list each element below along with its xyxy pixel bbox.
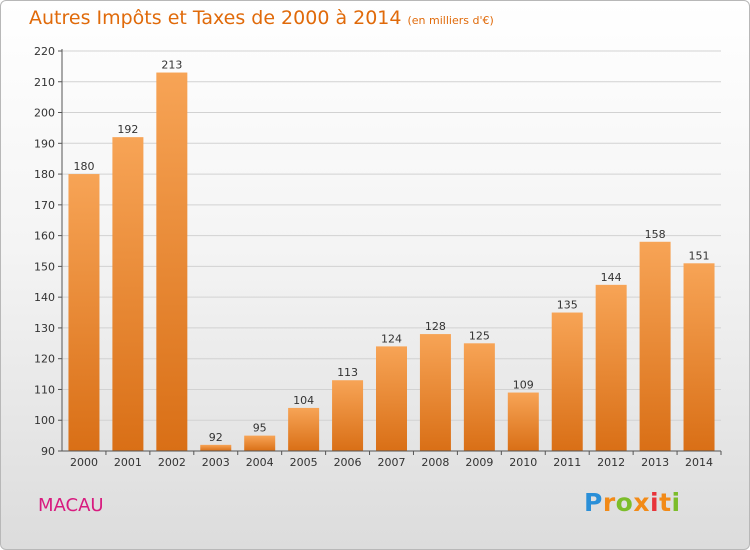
data-label: 180 <box>73 160 94 173</box>
region-name: MACAU <box>38 495 104 516</box>
y-tick-label: 180 <box>34 168 55 181</box>
bar-2009 <box>463 343 495 451</box>
x-axis: 2000 2001 2002 2003 2004 2005 2006 2007 2008 2009… <box>62 450 722 469</box>
chart-title: Autres Impôts et Taxes de 2000 à 2014 <box>29 7 402 29</box>
bar-2006 <box>332 380 364 451</box>
logo-letter: o <box>615 488 634 517</box>
bar-2014 <box>683 263 715 451</box>
data-label: 95 <box>253 422 267 435</box>
x-tick-label: 2010 <box>509 456 537 469</box>
bar-2010 <box>507 392 539 451</box>
x-tick-label: 2006 <box>334 456 362 469</box>
y-tick-label: 100 <box>34 414 55 427</box>
x-tick-label: 2003 <box>202 456 230 469</box>
x-tick-label: 2007 <box>378 456 406 469</box>
y-tick-label: 120 <box>34 353 55 366</box>
logo-letter: r <box>602 488 616 517</box>
data-label: 128 <box>425 320 446 333</box>
logo-letter: t <box>659 488 672 517</box>
bar-2000 <box>68 174 100 452</box>
x-tick-label: 2014 <box>685 456 713 469</box>
x-tick-label: 2000 <box>70 456 98 469</box>
bar-2005 <box>288 407 320 451</box>
data-label: 158 <box>645 228 666 241</box>
bar-2011 <box>551 312 583 451</box>
y-tick-label: 150 <box>34 260 55 273</box>
logo-letter: x <box>633 488 650 517</box>
y-axis: 90 100 110 120 130 140 150 160 170 180 190 200 210 22… <box>34 45 63 458</box>
proxiti-logo: Proxiti <box>584 488 681 517</box>
chart-unit-note: (en milliers d'€) <box>407 14 494 27</box>
bar-2008 <box>419 334 451 451</box>
x-tick-label: 2012 <box>597 456 625 469</box>
data-label: 124 <box>381 332 402 345</box>
y-tick-label: 160 <box>34 230 55 243</box>
x-tick-label: 2002 <box>158 456 186 469</box>
x-tick-label: 2004 <box>246 456 274 469</box>
logo-letter: P <box>584 488 603 517</box>
data-label: 113 <box>337 366 358 379</box>
bar-2012 <box>595 284 627 451</box>
bar-2003 <box>200 444 232 451</box>
data-label: 109 <box>513 379 534 392</box>
logo-letter: i <box>650 488 660 517</box>
bar-2013 <box>639 241 671 451</box>
bar-2002 <box>156 72 188 452</box>
data-label: 135 <box>557 299 578 312</box>
data-label: 151 <box>689 249 710 262</box>
x-tick-label: 2008 <box>421 456 449 469</box>
data-label: 104 <box>293 394 314 407</box>
y-tick-label: 220 <box>34 45 55 58</box>
data-label: 144 <box>601 271 622 284</box>
y-tick-label: 110 <box>34 383 55 396</box>
y-tick-label: 210 <box>34 76 55 89</box>
bars: 180 192 213 92 95 104 113 124 128 125 109 135 144 158… <box>68 59 715 452</box>
data-label: 92 <box>209 431 223 444</box>
y-tick-label: 200 <box>34 107 55 120</box>
y-tick-label: 90 <box>41 445 55 458</box>
y-tick-label: 170 <box>34 199 55 212</box>
x-tick-label: 2011 <box>553 456 581 469</box>
y-tick-label: 190 <box>34 137 55 150</box>
x-tick-label: 2013 <box>641 456 669 469</box>
data-label: 125 <box>469 329 490 342</box>
x-tick-label: 2001 <box>114 456 142 469</box>
x-tick-label: 2005 <box>290 456 318 469</box>
data-label: 213 <box>161 59 182 72</box>
bar-2004 <box>244 435 276 451</box>
logo-letter: i <box>671 488 681 517</box>
data-label: 192 <box>117 123 138 136</box>
x-tick-label: 2009 <box>465 456 493 469</box>
y-tick-label: 130 <box>34 322 55 335</box>
bar-2001 <box>112 137 144 451</box>
chart-title-block: Autres Impôts et Taxes de 2000 à 2014 (en… <box>29 7 494 29</box>
bar-2007 <box>376 346 407 451</box>
y-tick-label: 140 <box>34 291 55 304</box>
